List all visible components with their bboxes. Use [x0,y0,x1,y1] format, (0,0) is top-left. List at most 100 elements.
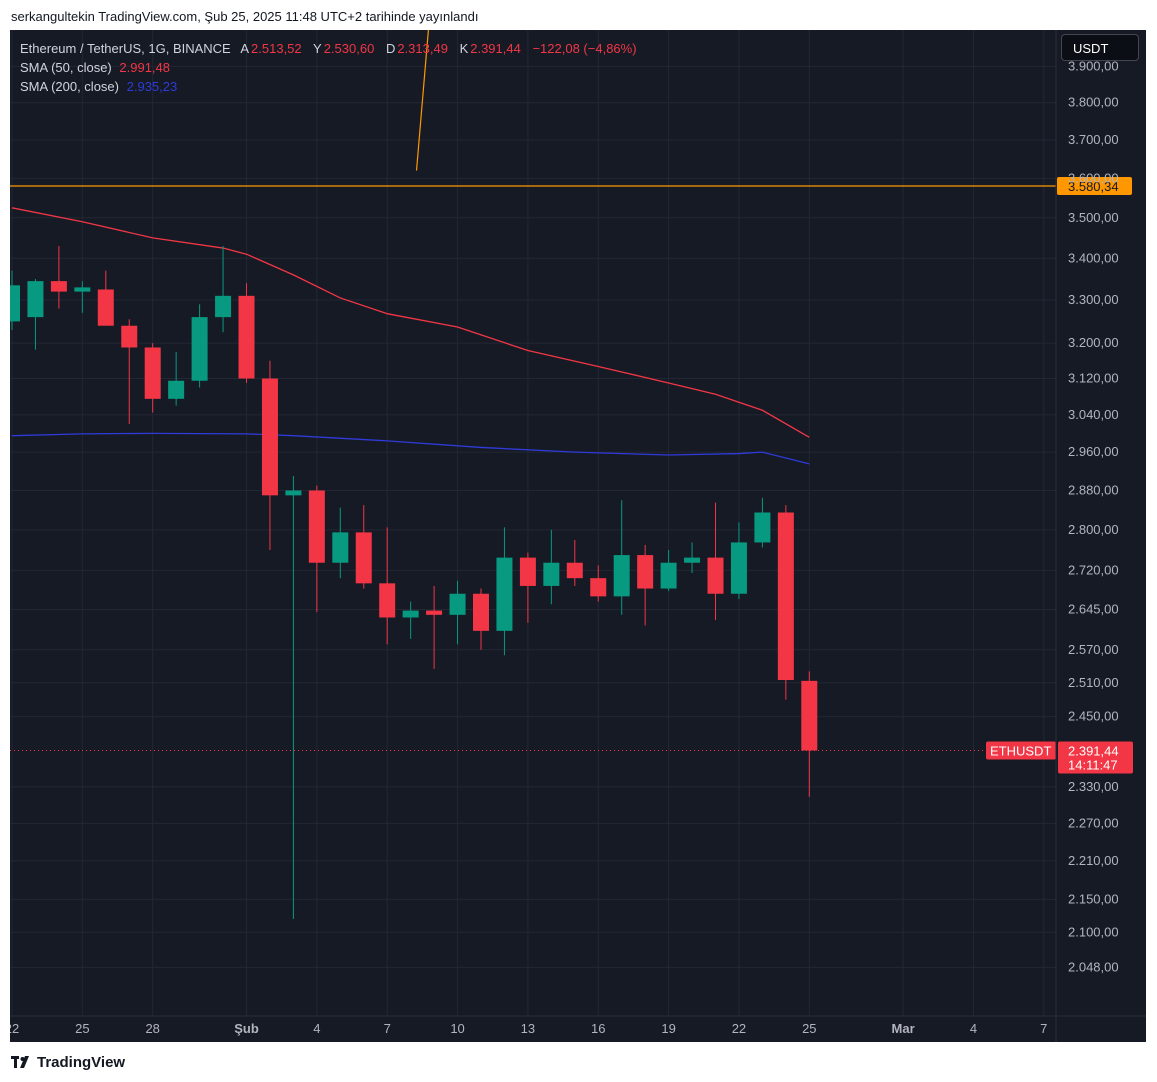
candle [590,565,607,602]
candle [519,552,536,623]
candle [730,522,747,599]
candle [168,351,185,406]
low-label: D [385,41,396,56]
sma200-row[interactable]: SMA (200, close) 2.935,23 [20,77,645,96]
open-label: A [240,41,250,56]
candle [473,588,489,650]
candle [684,542,701,573]
candle-body [519,557,536,586]
candle [238,283,255,384]
candle [379,527,396,645]
candle-body [144,347,161,399]
candle [777,505,794,700]
candle [285,475,302,919]
candle [332,507,349,579]
y-tick-label: 2.645,00 [1068,602,1119,617]
x-tick-label: 22 [10,1021,19,1036]
candle-body [801,680,818,751]
candle-body [379,583,396,618]
candle-body [402,610,419,618]
last-price-label: 2.391,44 [1068,743,1119,758]
chart-legend: Ethereum / TetherUS, 1G, BINANCE A 2.513,… [20,39,645,96]
y-tick-label: 3.700,00 [1068,132,1119,147]
candle-body [285,490,302,496]
x-tick-label: 7 [1040,1021,1047,1036]
candles [10,246,818,919]
candle-body [449,593,466,615]
candle [637,544,654,626]
y-tick-label: 2.960,00 [1068,444,1119,459]
x-tick-label: 13 [521,1021,535,1036]
x-tick-label: 7 [384,1021,391,1036]
candle-body [684,557,701,563]
y-tick-label: 2.100,00 [1068,924,1119,939]
chart-background [10,30,1146,1042]
sma200-label: SMA (200, close) [20,79,119,94]
publish-caption: serkangultekin TradingView.com, Şub 25, … [11,9,479,24]
candle-body [191,317,208,381]
x-tick-label: 4 [313,1021,320,1036]
sma50-value: 2.991,48 [119,60,170,75]
candle-body [332,532,349,563]
candle [355,505,372,589]
x-tick-label: Şub [234,1021,259,1036]
x-tick-label: 16 [591,1021,605,1036]
footer: TradingView [11,1054,125,1071]
symbol-title[interactable]: Ethereum / TetherUS, 1G, BINANCE [20,41,231,56]
candle-body [543,562,560,586]
candle [50,246,67,309]
candle-body [637,555,654,589]
candle-body [590,578,607,597]
y-tick-label: 2.270,00 [1068,815,1119,830]
candle-body [660,562,677,589]
candle-body [566,562,583,579]
x-tick-label: 28 [145,1021,159,1036]
candle [402,601,419,639]
alert-price-tag [1057,177,1132,196]
candle [191,304,208,388]
candle-body [10,285,20,322]
chart-panel[interactable]: 3.580,34 ETHUSDT 2.391,44 14:11:47 3.900,0… [10,30,1146,1042]
candle-body [27,281,44,318]
grid [10,30,1146,1042]
y-tick-label: 2.150,00 [1068,891,1119,906]
x-tick-label: 19 [661,1021,675,1036]
y-tick-label: 3.120,00 [1068,371,1119,386]
candle-body [426,610,443,615]
tradingview-logo-icon [11,1056,29,1068]
candle [754,497,771,548]
alert-price-label: 3.580,34 [1068,179,1119,194]
candle [707,502,724,621]
y-tick-label: 2.880,00 [1068,482,1119,497]
sma50-label: SMA (50, close) [20,60,112,75]
candle-body [50,281,67,292]
y-tick-label: 3.040,00 [1068,407,1119,422]
candle [308,485,325,613]
x-tick-label: Mar [892,1021,915,1036]
candle-body [754,512,771,543]
y-tick-label: 3.200,00 [1068,335,1119,350]
currency-button[interactable]: USDT [1061,34,1139,61]
y-tick-label: 2.720,00 [1068,562,1119,577]
candle [613,500,630,615]
y-tick-label: 2.330,00 [1068,779,1119,794]
change-value: −122,08 (−4,86%) [532,41,637,56]
candle [496,527,513,656]
y-tick-label: 3.500,00 [1068,210,1119,225]
candle-body [613,555,630,597]
y-tick-label: 2.800,00 [1068,522,1119,537]
y-tick-label: 3.800,00 [1068,95,1119,110]
countdown-label: 14:11:47 [1068,757,1118,772]
sma50-row[interactable]: SMA (50, close) 2.991,48 [20,58,645,77]
axes: 3.900,00 3.800,00 3.700,00 3.600,00 3.500,00… [10,30,1146,1042]
candle-body [168,380,185,399]
y-tick-label: 2.510,00 [1068,675,1119,690]
sma200-line [11,432,810,465]
high-label: Y [313,41,322,56]
close-value: 2.391,44 [470,41,521,56]
trend-line [415,30,430,171]
candle-body [308,490,325,563]
close-label: K [459,41,469,56]
